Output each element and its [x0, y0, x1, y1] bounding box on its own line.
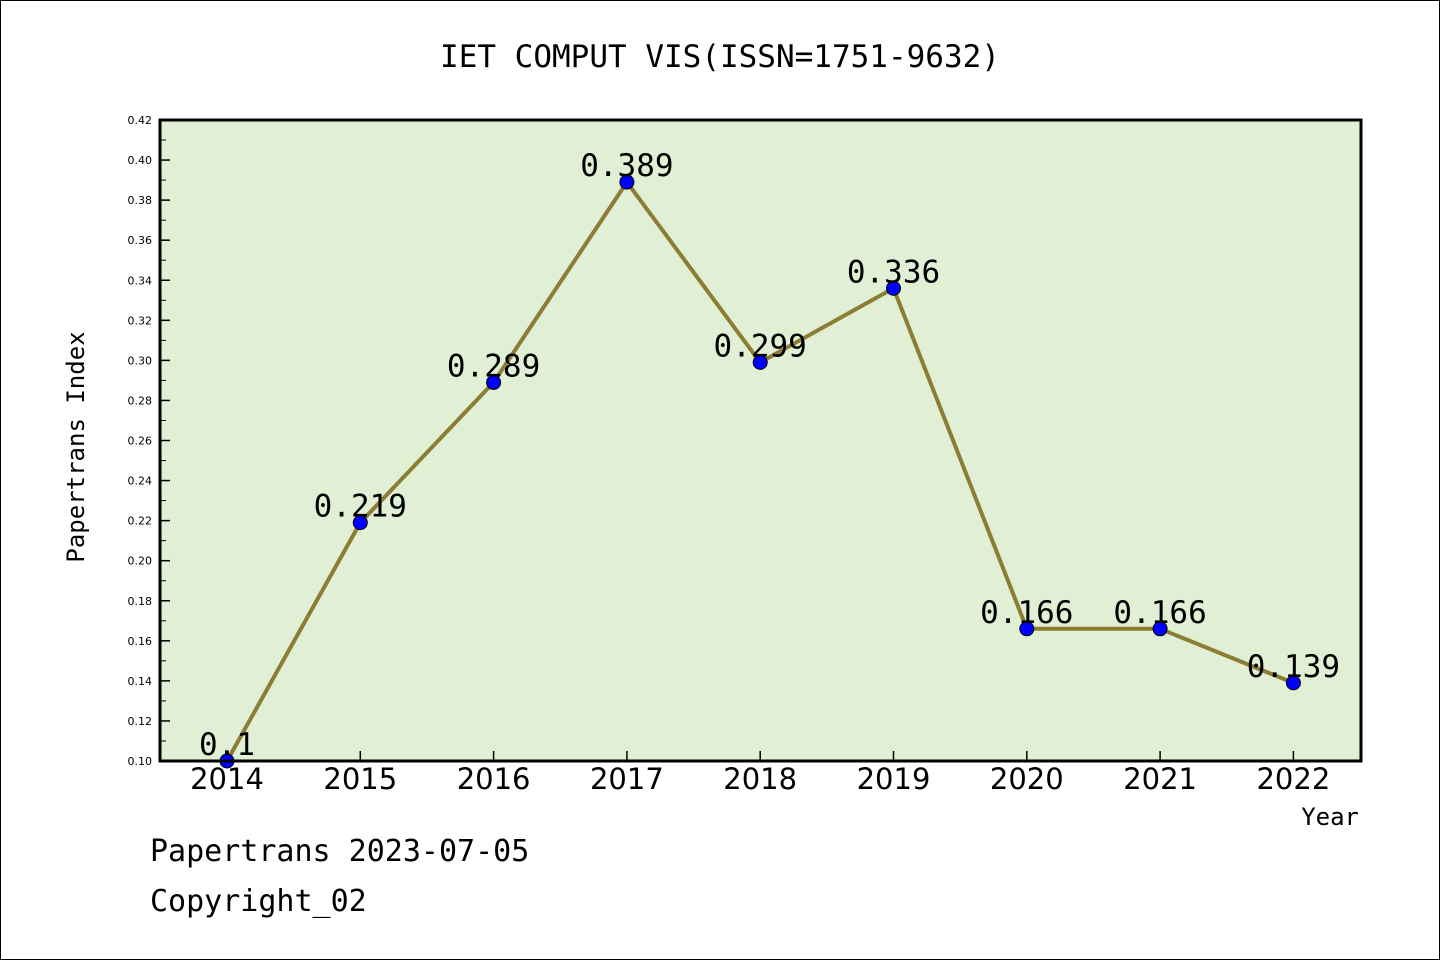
footer-copyright-text: Copyright_02 [150, 884, 367, 919]
data-label: 0.389 [580, 148, 673, 184]
data-label: 0.336 [847, 254, 940, 290]
data-label: 0.299 [714, 328, 807, 364]
y-tick-label: 0.28 [128, 394, 153, 407]
data-label: 0.289 [447, 348, 540, 384]
y-tick-label: 0.14 [128, 675, 153, 688]
data-point [619, 174, 635, 190]
y-tick-label: 0.36 [128, 234, 153, 247]
y-tick-label: 0.32 [128, 314, 153, 327]
data-point [752, 354, 768, 370]
data-point [1152, 621, 1168, 637]
data-label: 0.219 [314, 489, 407, 525]
footer-date-text: Papertrans 2023-07-05 [150, 834, 530, 869]
y-axis-ticks: 0.10 0.12 0.14 0.16 0.18 0.20 0.22 0.24 0.26 0.28… [128, 114, 170, 768]
plot-border [158, 118, 1363, 763]
data-point [1019, 621, 1035, 637]
y-tick-label: 0.20 [128, 555, 153, 568]
data-label: 0.139 [1247, 649, 1340, 685]
data-point [886, 280, 901, 296]
x-axis-label: Year [1301, 803, 1359, 831]
y-tick-label: 0.42 [128, 114, 153, 127]
data-label: 0.166 [1113, 595, 1206, 631]
y-tick-label: 0.34 [128, 274, 153, 287]
x-tick-label: 2020 [990, 762, 1064, 796]
data-point [1285, 675, 1301, 691]
data-point [486, 374, 502, 390]
y-axis-label: Papertrans Index [62, 331, 90, 562]
y-tick-label: 0.22 [128, 515, 153, 528]
x-tick-label: 2021 [1123, 762, 1197, 796]
data-label: 0.1 [199, 727, 255, 763]
x-tick-label: 2019 [857, 762, 931, 796]
y-tick-label: 0.30 [128, 354, 153, 367]
chart-title: IET COMPUT VIS(ISSN=1751-9632) [440, 39, 1000, 75]
plot-area [160, 120, 1361, 761]
y-tick-label: 0.10 [128, 755, 153, 768]
x-tick-label: 2022 [1256, 762, 1330, 796]
y-tick-label: 0.12 [128, 715, 153, 728]
y-tick-label: 0.18 [128, 595, 153, 608]
x-tick-label: 2016 [457, 762, 531, 796]
data-label: 0.166 [980, 595, 1073, 631]
x-tick-label: 2018 [723, 762, 797, 796]
y-tick-label: 0.16 [128, 635, 153, 648]
y-tick-label: 0.38 [128, 194, 153, 207]
x-tick-label: 2017 [590, 762, 664, 796]
data-labels: 0.1 0.219 0.289 0.389 0.299 0.336 0.166 0.166 0.… [199, 148, 1340, 763]
y-tick-label: 0.40 [128, 154, 153, 167]
x-tick-label: 2015 [323, 762, 397, 796]
y-tick-label: 0.24 [128, 475, 153, 488]
y-tick-label: 0.26 [128, 435, 153, 448]
data-point [352, 515, 368, 531]
x-axis-ticks: 2014 2015 2016 2017 2018 2019 2020 2021 2022 [190, 751, 1330, 796]
